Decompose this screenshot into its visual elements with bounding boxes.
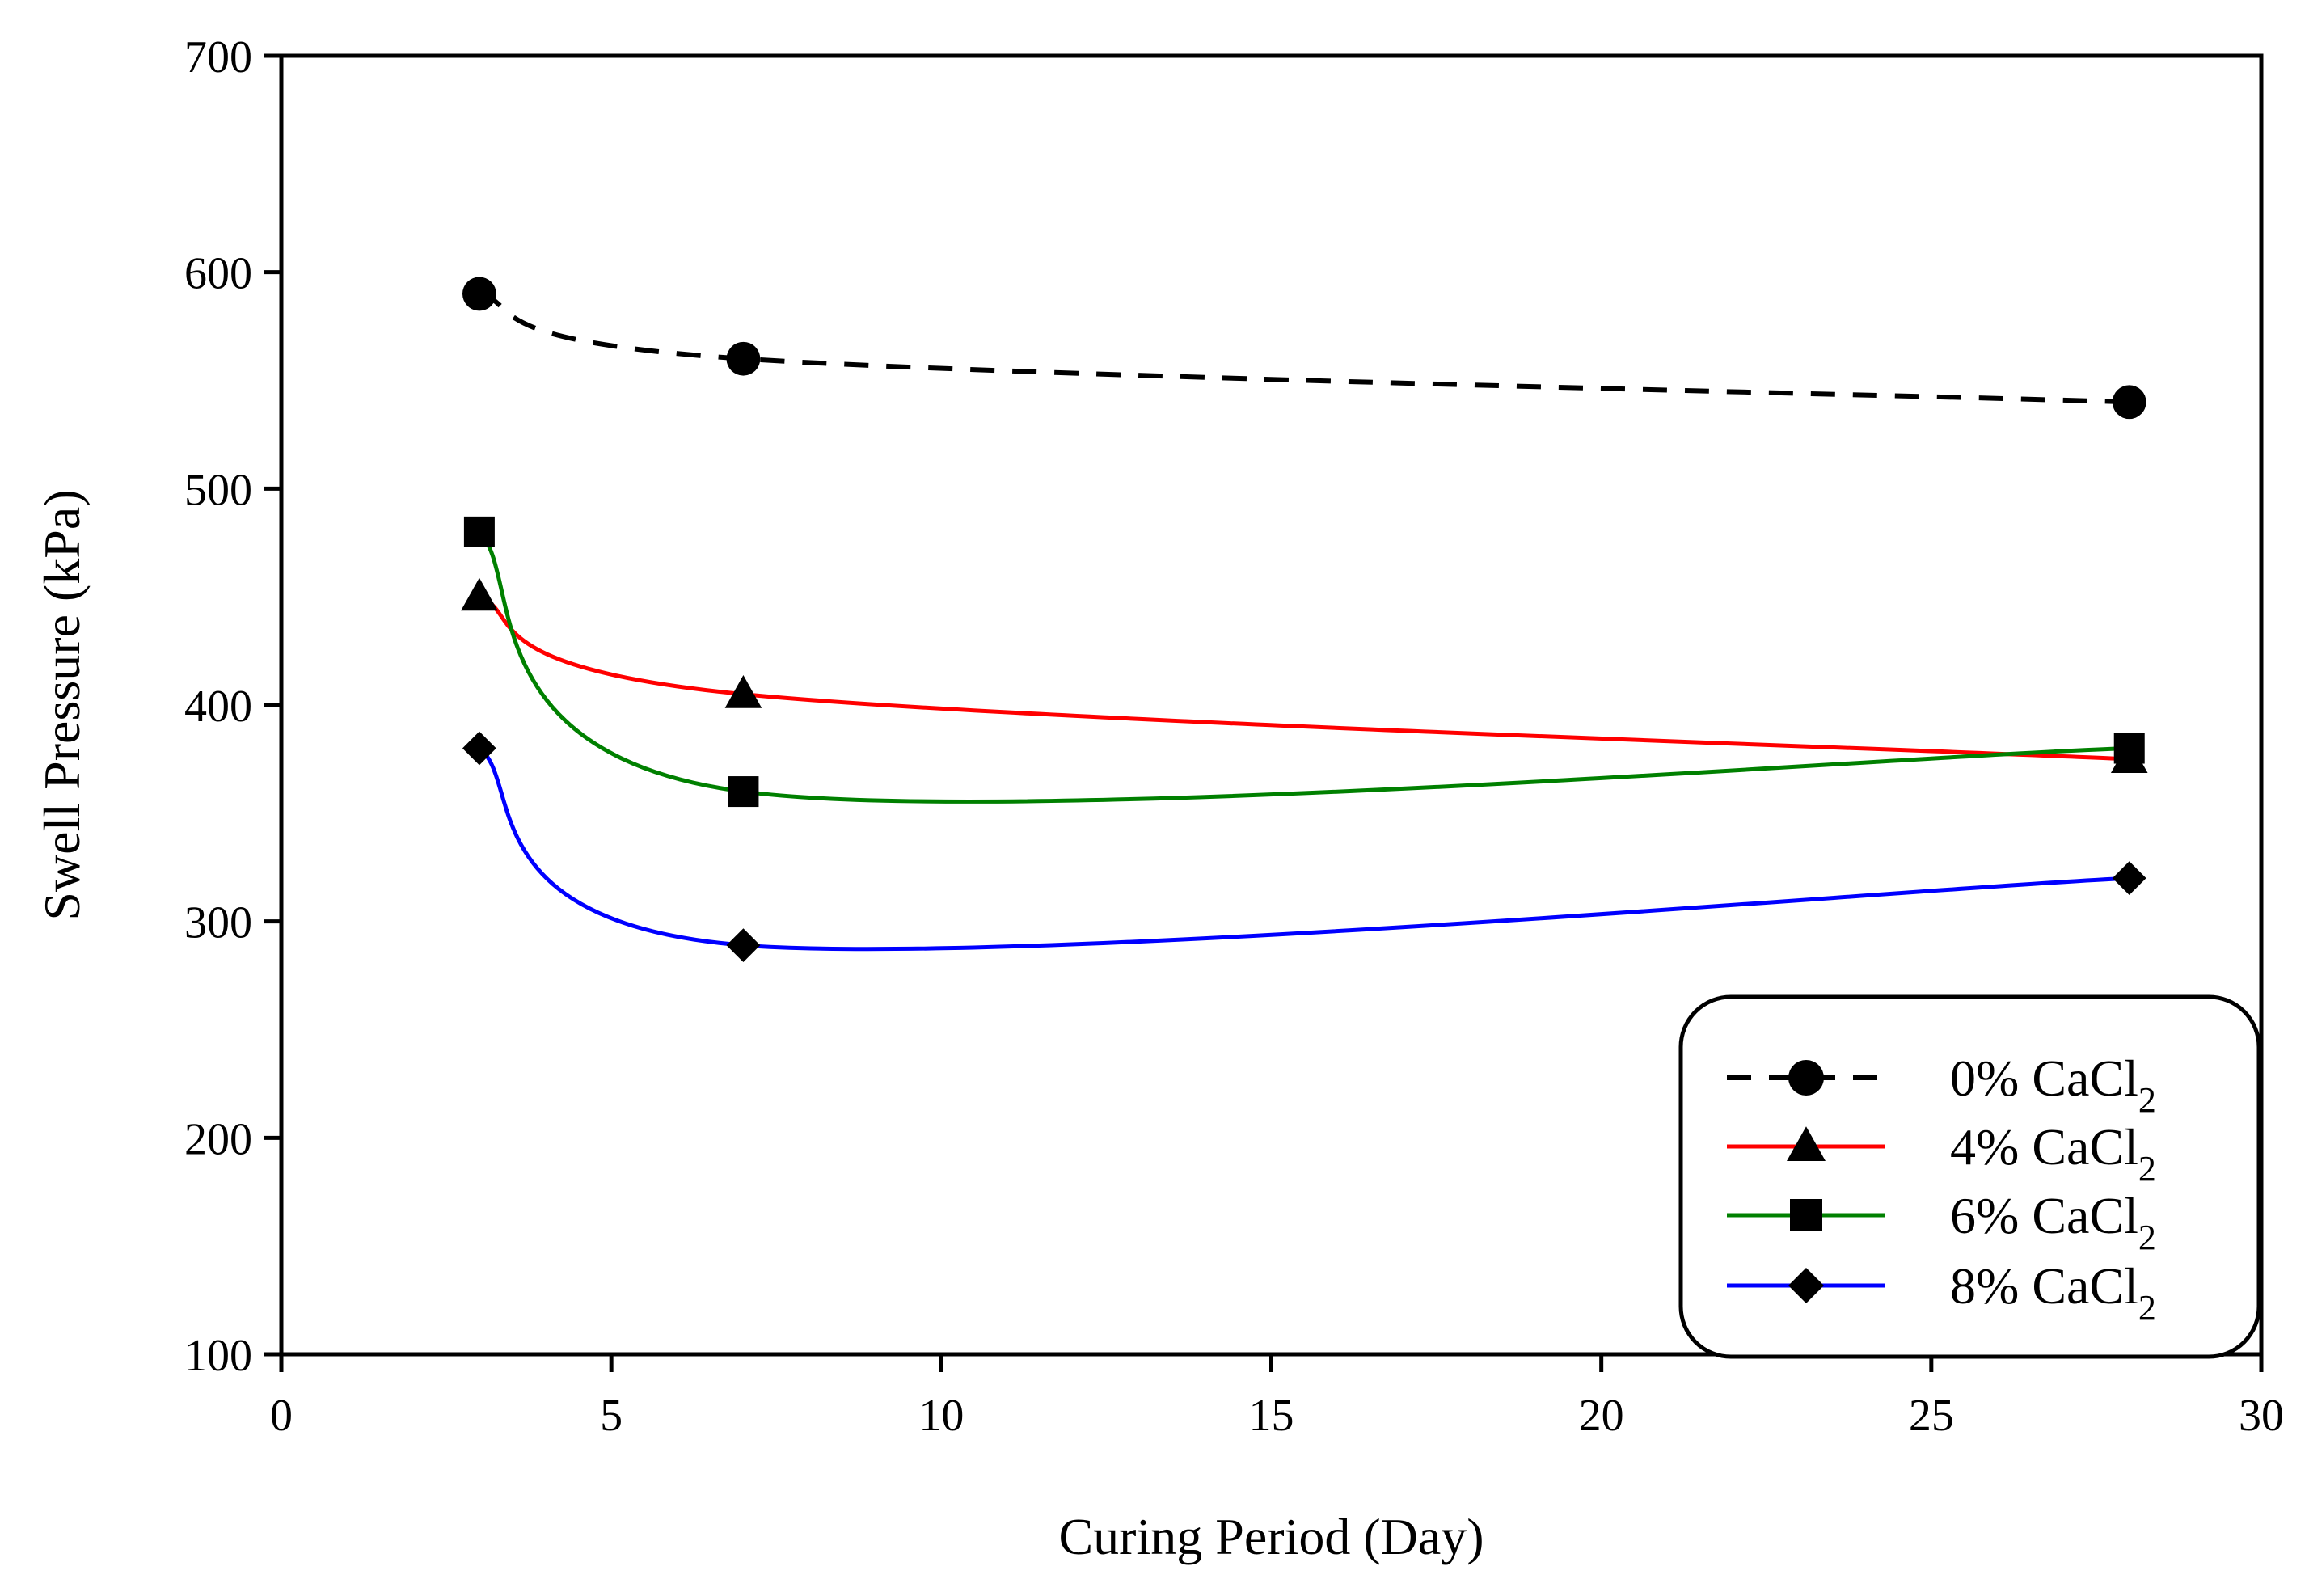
legend-marker-3 bbox=[1788, 1268, 1824, 1303]
series-line-0 bbox=[479, 291, 2130, 405]
x-tick-label: 20 bbox=[1579, 1391, 1624, 1441]
series-markers bbox=[461, 277, 2148, 963]
y-tick-label: 400 bbox=[184, 682, 252, 732]
y-tick-label: 300 bbox=[184, 898, 252, 948]
x-axis-title: Curing Period (Day) bbox=[1058, 1508, 1484, 1565]
x-axis-ticks: 0 5 10 15 20 25 30 bbox=[270, 1354, 2284, 1441]
y-axis-ticks: 100 200 300 400 500 600 700 bbox=[184, 32, 281, 1381]
x-tick-label: 15 bbox=[1249, 1391, 1294, 1441]
x-tick-label: 0 bbox=[270, 1391, 293, 1441]
data-point-3 bbox=[726, 928, 761, 963]
data-point-3 bbox=[2112, 861, 2146, 896]
y-tick-label: 100 bbox=[184, 1331, 252, 1381]
legend-box bbox=[1678, 994, 2261, 1359]
x-tick-label: 10 bbox=[918, 1391, 964, 1441]
legend-marker-1 bbox=[1787, 1126, 1826, 1161]
y-tick-label: 700 bbox=[184, 32, 252, 82]
x-tick-label: 25 bbox=[1909, 1391, 1954, 1441]
y-tick-label: 500 bbox=[184, 465, 252, 515]
y-tick-label: 200 bbox=[184, 1114, 252, 1164]
x-tick-label: 5 bbox=[600, 1391, 623, 1441]
data-point-0 bbox=[726, 341, 761, 376]
data-point-2 bbox=[728, 776, 759, 808]
legend-marker-0 bbox=[1788, 1060, 1824, 1096]
series-line-2 bbox=[478, 530, 2130, 804]
data-point-3 bbox=[462, 731, 496, 766]
data-point-1 bbox=[724, 675, 762, 708]
data-point-1 bbox=[461, 577, 498, 611]
data-point-0 bbox=[462, 277, 496, 311]
x-tick-label: 30 bbox=[2239, 1391, 2284, 1441]
y-tick-label: 600 bbox=[184, 249, 252, 299]
y-axis-title: Swell Pressure (kPa) bbox=[33, 489, 91, 920]
series-line-1 bbox=[479, 594, 2130, 762]
series-curves bbox=[478, 291, 2130, 952]
data-point-2 bbox=[463, 516, 495, 547]
series-line-3 bbox=[478, 746, 2130, 952]
data-point-0 bbox=[2112, 385, 2146, 420]
legend-marker-2 bbox=[1790, 1199, 1822, 1231]
data-point-2 bbox=[2113, 733, 2145, 764]
